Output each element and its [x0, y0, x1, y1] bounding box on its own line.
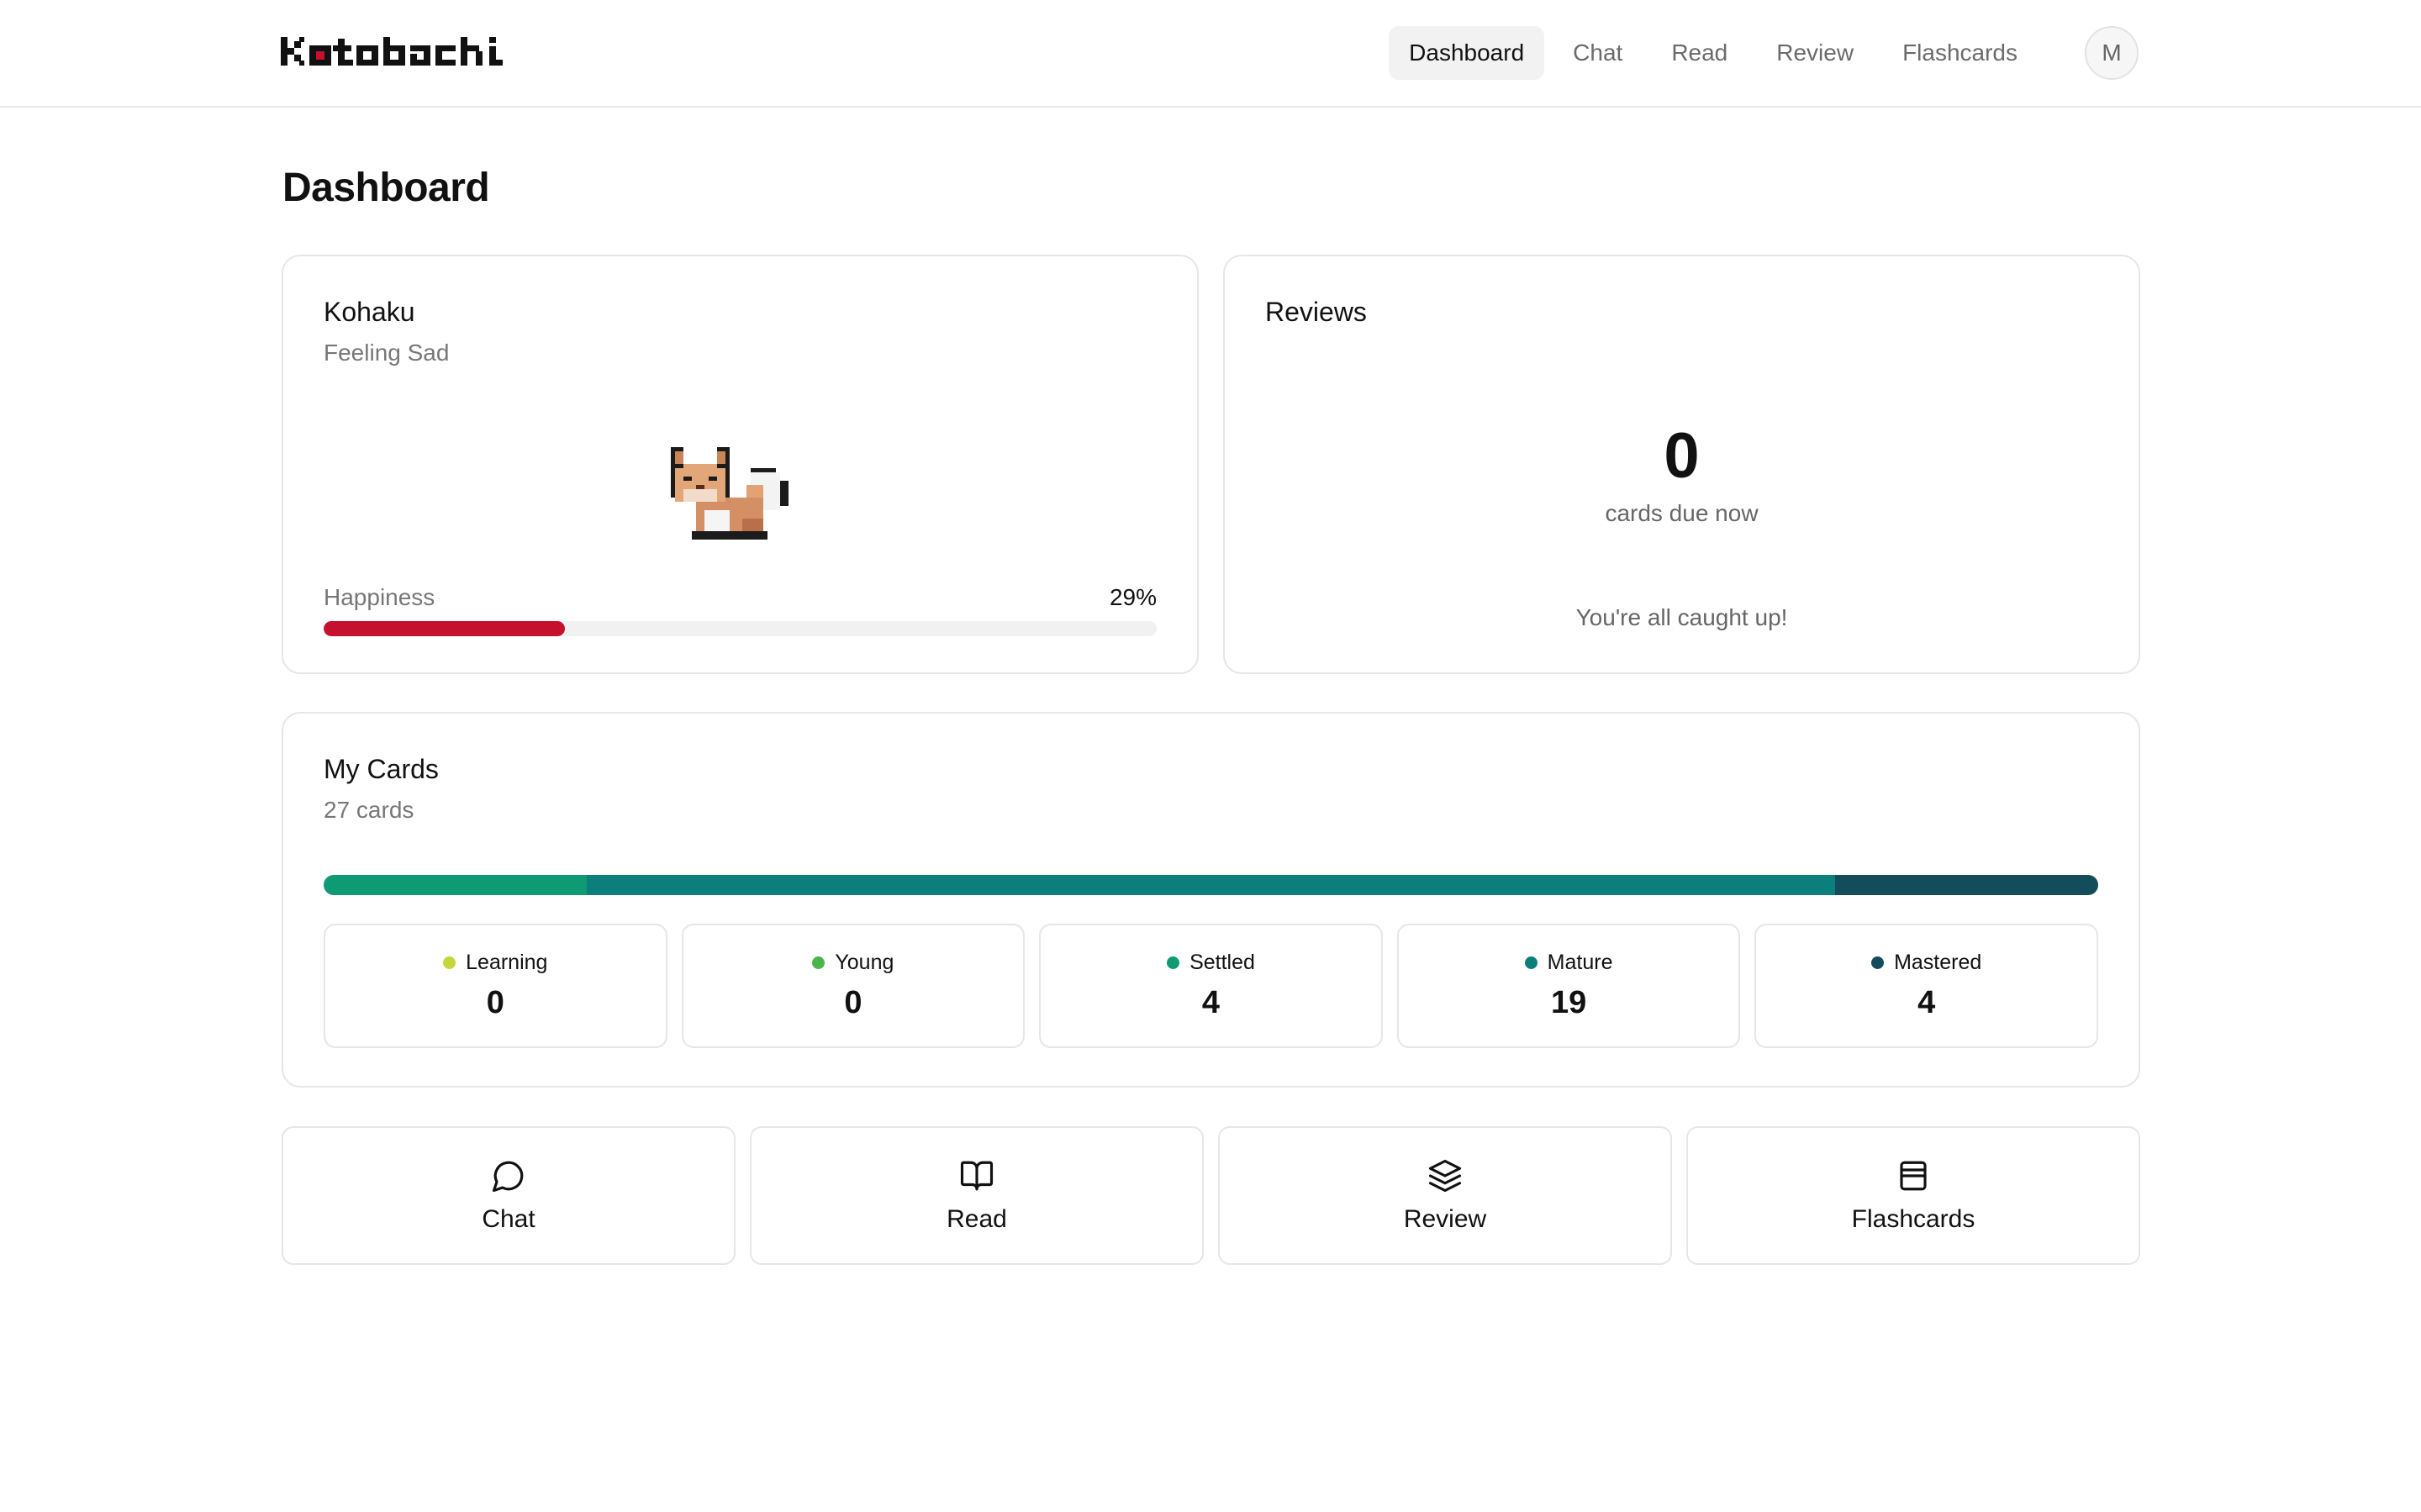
nav-flashcards[interactable]: Flashcards	[1902, 40, 2018, 66]
fox-pet-sprite-icon	[671, 447, 797, 548]
card-box-icon	[1900, 1161, 1927, 1190]
stage-label: Young	[835, 951, 894, 974]
distribution-segment-settled	[324, 875, 587, 895]
reviews-title: Reviews	[1265, 297, 1367, 327]
nav-chat[interactable]: Chat	[1573, 40, 1623, 66]
user-avatar-button[interactable]: M	[2085, 26, 2139, 80]
happiness-bar-fill	[324, 621, 566, 636]
my-cards-card: My Cards 27 cards Learning 0 Young 0 Set…	[282, 712, 2140, 1088]
flashcards-tile-button[interactable]: Flashcards	[1686, 1126, 2140, 1265]
stage-value: 4	[1201, 985, 1221, 1020]
happiness-label: Happiness	[324, 584, 435, 610]
stage-value: 0	[486, 985, 504, 1020]
tile-label: Flashcards	[1851, 1204, 1975, 1233]
kotobachi-logo[interactable]	[281, 37, 506, 69]
tile-label: Read	[947, 1204, 1007, 1233]
stage-learning: Learning 0	[324, 924, 667, 1048]
distribution-segment-mature	[586, 875, 1836, 895]
quick-actions: Chat Read Review Flashcards	[282, 1126, 2140, 1265]
logo-wordmark-icon	[281, 37, 503, 66]
pet-mood: Feeling Sad	[324, 340, 450, 366]
tile-label: Chat	[482, 1204, 535, 1233]
distribution-segment-mastered	[1835, 875, 2098, 895]
main-nav: Dashboard Chat Read Review Flashcards M	[1389, 26, 2139, 80]
chat-tile-button[interactable]: Chat	[282, 1126, 736, 1265]
cards-due-count: 0	[1664, 420, 1700, 492]
read-tile-button[interactable]: Read	[750, 1126, 1204, 1265]
stage-mastered: Mastered 4	[1754, 924, 2098, 1048]
my-cards-count: 27 cards	[324, 797, 414, 823]
stage-label: Settled	[1189, 951, 1255, 974]
stage-young: Young 0	[681, 924, 1026, 1048]
stage-label: Mature	[1547, 951, 1613, 974]
stage-label: Learning	[466, 951, 548, 974]
settled-dot-icon	[1167, 956, 1180, 969]
card-stage-distribution-bar	[324, 875, 2098, 895]
happiness-row: Happiness 29%	[324, 584, 1157, 611]
card-stage-stats: Learning 0 Young 0 Settled 4 Mature 19 M…	[324, 924, 2098, 1048]
page-title: Dashboard	[282, 166, 490, 210]
mature-dot-icon	[1524, 956, 1538, 969]
reviews-status-text: You're all caught up!	[1575, 604, 1788, 630]
stage-label: Mastered	[1894, 951, 1982, 974]
nav-read[interactable]: Read	[1671, 40, 1728, 66]
stage-value: 4	[1917, 985, 1936, 1020]
stage-settled: Settled 4	[1039, 924, 1383, 1048]
nav-dashboard[interactable]: Dashboard	[1389, 26, 1545, 80]
stage-mature: Mature 19	[1396, 924, 1741, 1048]
open-book-icon	[960, 1161, 994, 1190]
pet-card: Kohaku Feeling Sad Happiness 29%	[282, 255, 1199, 674]
cards-due-label: cards due now	[1605, 500, 1759, 526]
review-tile-button[interactable]: Review	[1218, 1126, 1672, 1265]
happiness-bar	[324, 621, 1157, 636]
layers-icon	[1428, 1159, 1462, 1192]
tile-label: Review	[1403, 1204, 1487, 1233]
mastered-dot-icon	[1871, 956, 1885, 969]
nav-review[interactable]: Review	[1776, 40, 1854, 66]
stage-value: 19	[1550, 985, 1587, 1020]
top-navigation-bar: Dashboard Chat Read Review Flashcards M	[0, 0, 2421, 108]
my-cards-title: My Cards	[324, 754, 439, 784]
reviews-card: Reviews 0 cards due now You're all caugh…	[1223, 255, 2140, 674]
young-dot-icon	[812, 956, 825, 969]
happiness-value: 29%	[1109, 584, 1157, 610]
chat-bubble-icon	[492, 1161, 524, 1192]
stage-value: 0	[844, 985, 862, 1020]
pet-name: Kohaku	[324, 297, 415, 327]
learning-dot-icon	[443, 956, 456, 969]
